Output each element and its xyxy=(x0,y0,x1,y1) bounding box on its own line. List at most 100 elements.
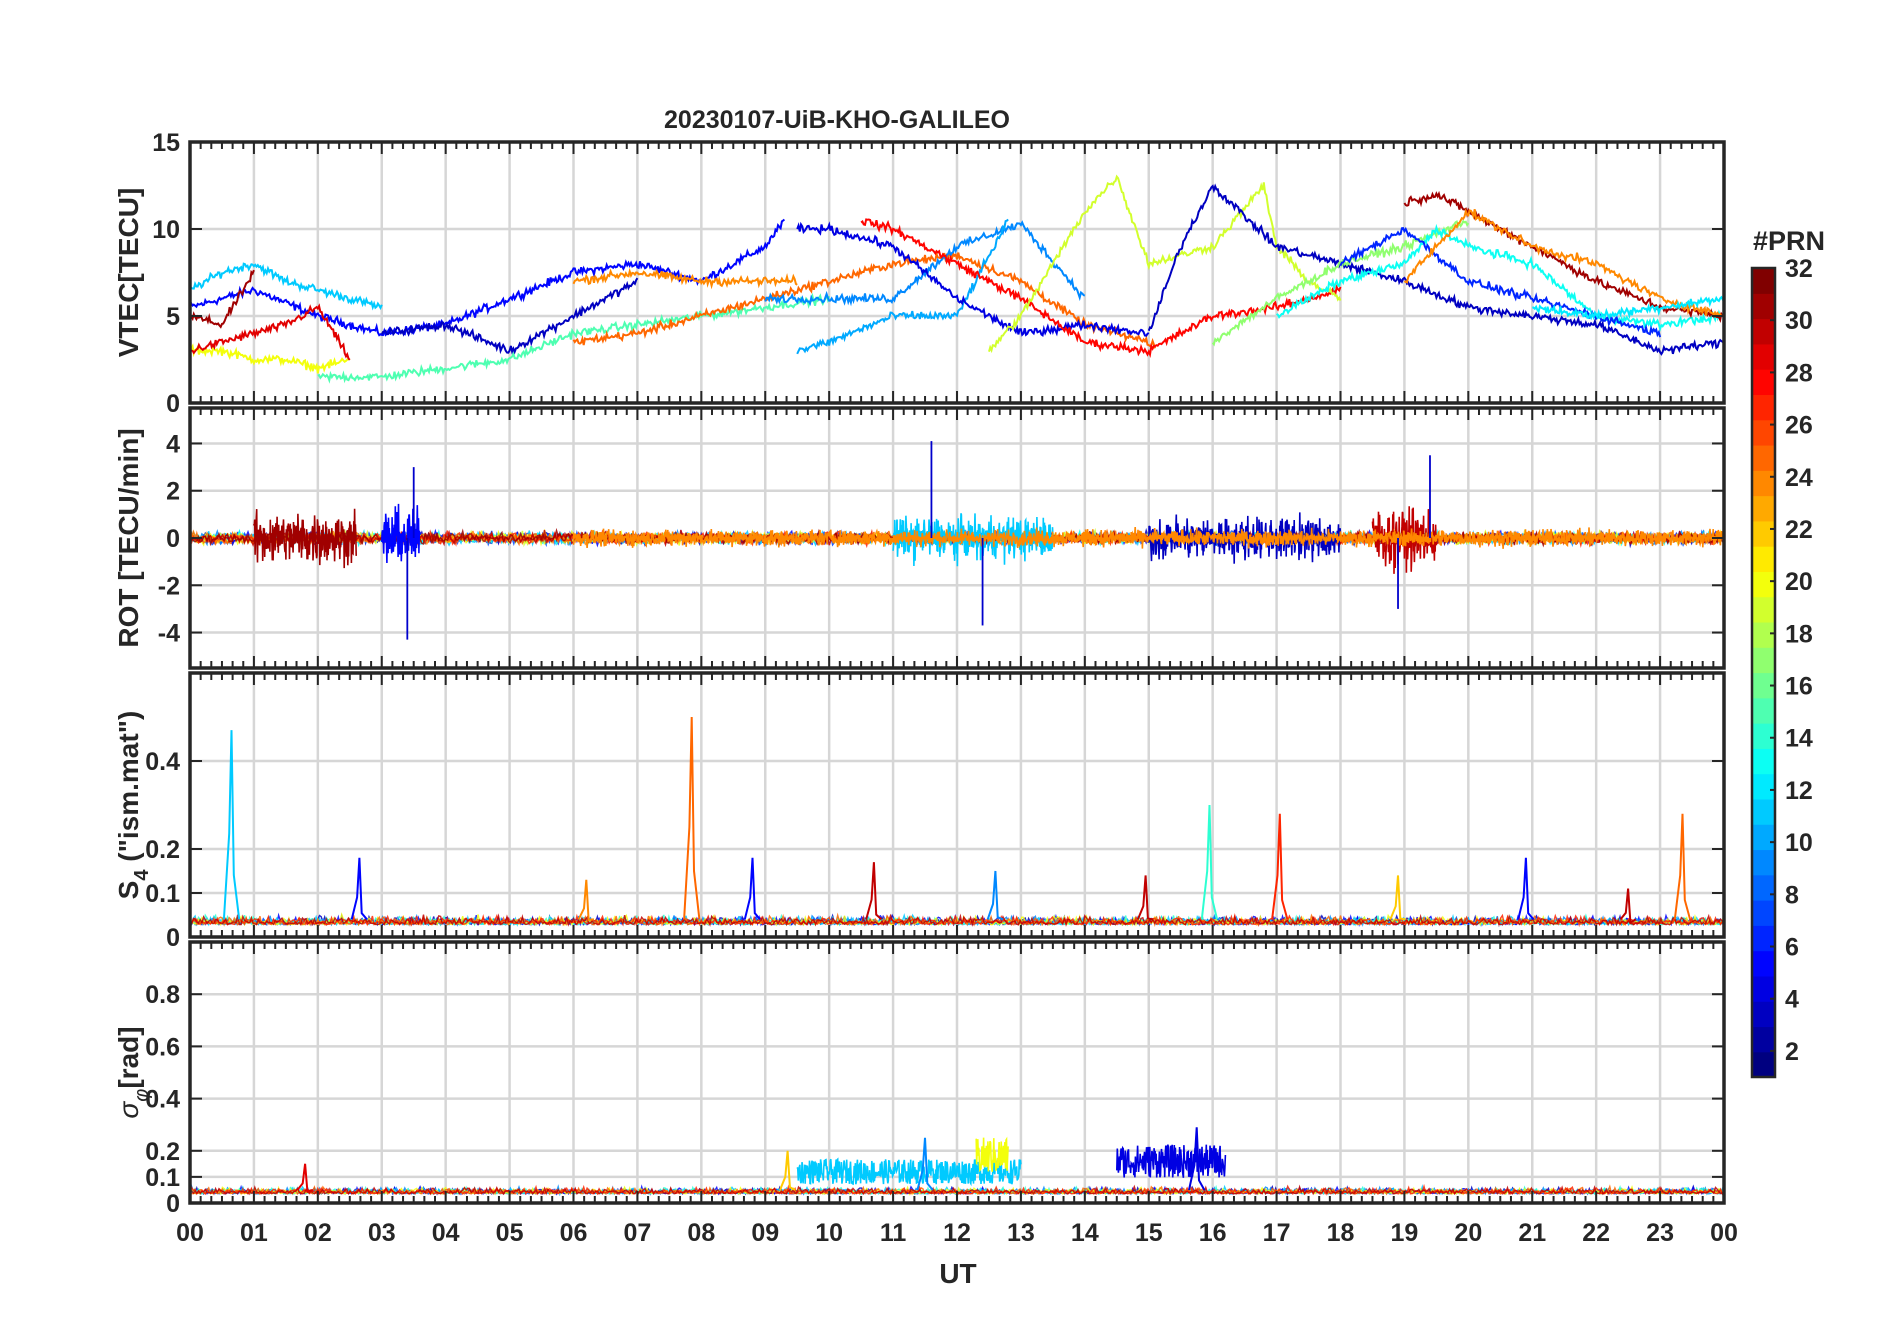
x-tick-label: 21 xyxy=(1518,1219,1546,1247)
vtec-series-prn-29 xyxy=(190,303,351,361)
s4-spike-prn-5 xyxy=(1517,857,1535,921)
colorbar-tick-label: 16 xyxy=(1785,673,1813,701)
y-axis-label-s4: S4 ("ism.mat") xyxy=(113,711,153,900)
vtec-series-prn-13 xyxy=(1276,223,1724,333)
y-tick-label: 0.4 xyxy=(145,748,180,776)
y-axis-label-sigma_phi: σφ[rad] xyxy=(113,1026,153,1118)
colorbar-segment xyxy=(1752,546,1775,572)
ticks-rot xyxy=(189,408,1725,668)
s4-spike-prn-30 xyxy=(1136,875,1154,921)
s4-spike-prn-25 xyxy=(683,716,701,920)
colorbar-tick-label: 6 xyxy=(1785,934,1799,962)
colorbar-tick-label: 20 xyxy=(1785,568,1813,596)
colorbar-segment xyxy=(1752,318,1775,345)
colorbar-segment xyxy=(1752,798,1775,825)
colorbar-segment xyxy=(1752,495,1775,522)
colorbar-title: #PRN xyxy=(1753,226,1825,256)
x-tick-label: 08 xyxy=(687,1219,715,1247)
sigma_phi-active-segment-prn-4 xyxy=(1116,1144,1227,1178)
colorbar-segment xyxy=(1752,596,1775,623)
colorbar-segment xyxy=(1752,343,1775,370)
colorbar-tick-label: 14 xyxy=(1785,725,1813,753)
x-tick-label: 00 xyxy=(176,1219,204,1247)
x-tick-label: 18 xyxy=(1327,1219,1355,1247)
y-tick-label: 0 xyxy=(166,924,180,952)
vtec-series-prn-11 xyxy=(190,262,383,311)
x-tick-labels: 00 01 02 03 04 05 06 07 08 09 10 11 12 13 14 15 16 17 18 19… xyxy=(176,1219,1738,1247)
grid-sigma_phi xyxy=(190,942,1724,1203)
s4-spike-prn-5 xyxy=(350,857,368,921)
x-tick-label: 06 xyxy=(560,1219,588,1247)
colorbar-segment xyxy=(1752,444,1775,471)
s4-spike-prn-30 xyxy=(1619,888,1637,925)
series-s4 xyxy=(190,716,1724,928)
x-tick-label: 10 xyxy=(815,1219,843,1247)
colorbar-tick-label: 26 xyxy=(1785,412,1813,440)
x-tick-label: 03 xyxy=(368,1219,396,1247)
s4-spike-prn-22 xyxy=(1389,875,1406,921)
x-tick-label: 11 xyxy=(880,1219,907,1247)
x-tick-label: 00 xyxy=(1710,1219,1738,1247)
vtec-series-prn-9 xyxy=(764,220,1086,307)
vtec-series-prn-31 xyxy=(1403,190,1724,324)
vtec-series-prn-15 xyxy=(317,291,831,384)
ticks-sigma_phi xyxy=(189,942,1725,1204)
vtec-series-prn-6 xyxy=(1339,226,1662,338)
colorbar-segment xyxy=(1752,672,1775,699)
vtec-series-prn-19 xyxy=(988,174,1342,354)
panel-sigma_phi: 00.10.2 0.4 0.6 0.8 σφ[rad] xyxy=(113,940,1726,1218)
sigma_phi-active-segment-prn-11 xyxy=(796,1157,1022,1187)
colorbar-segment xyxy=(1752,647,1775,674)
x-tick-label: 05 xyxy=(496,1219,524,1247)
x-tick-label: 20 xyxy=(1454,1219,1482,1247)
x-tick-label: 04 xyxy=(432,1219,460,1247)
colorbar-tick-label: 4 xyxy=(1785,986,1799,1014)
y-tick-label: 5 xyxy=(166,303,180,331)
grid-s4 xyxy=(190,673,1724,937)
x-tick-label: 01 xyxy=(240,1219,268,1247)
colorbar-segment xyxy=(1752,419,1775,446)
colorbar-segment xyxy=(1752,621,1775,648)
colorbar-segment xyxy=(1752,369,1775,396)
rot-burst-prn-24 xyxy=(572,527,1724,549)
x-tick-label: 16 xyxy=(1199,1219,1227,1247)
y-tick-label: 0.2 xyxy=(145,1138,180,1166)
s4-spike-prn-25 xyxy=(1673,813,1692,920)
y-tick-label: 0 xyxy=(166,390,180,418)
colorbar-segment xyxy=(1752,697,1775,724)
x-tick-label: 19 xyxy=(1391,1219,1419,1247)
vtec-series-prn-4 xyxy=(796,221,1150,337)
colorbar-segment xyxy=(1752,849,1775,876)
colorbar-segment xyxy=(1752,950,1775,977)
colorbar-segment xyxy=(1752,293,1775,320)
y-tick-label: -2 xyxy=(158,572,180,600)
colorbar-segment xyxy=(1752,520,1775,547)
y-tick-label: 0.8 xyxy=(145,981,180,1009)
colorbar-segment xyxy=(1752,723,1775,749)
vtec-series-prn-3 xyxy=(1147,183,1724,356)
chart-title: 20230107-UiB-KHO-GALILEO xyxy=(664,106,1010,134)
panel-rot: -4 -2 0 2 4 ROT [TECU/min] xyxy=(113,406,1726,670)
y-tick-label: 0.6 xyxy=(145,1033,180,1061)
vtec-series-prn-12 xyxy=(1532,295,1724,321)
sigma_phi-spike-prn-4 xyxy=(1188,1127,1206,1191)
sigma_phi-spike-prn-22 xyxy=(779,1150,796,1191)
x-tick-label: 14 xyxy=(1071,1219,1099,1247)
colorbar-tick-label: 12 xyxy=(1785,777,1813,805)
y-tick-label: 15 xyxy=(152,129,180,157)
y-tick-label: 0.1 xyxy=(145,1164,180,1192)
colorbar-tick-label: 32 xyxy=(1785,255,1813,283)
series-vtec xyxy=(190,174,1724,384)
vtec-series-prn-3 xyxy=(380,277,639,355)
y-tick-label: 0.2 xyxy=(145,836,180,864)
y-tick-label: 0.1 xyxy=(145,880,180,908)
y-tick-label: 2 xyxy=(166,478,180,506)
colorbar-tick-label: 18 xyxy=(1785,620,1813,648)
x-tick-label: 23 xyxy=(1646,1219,1674,1247)
s4-spike-prn-5 xyxy=(743,857,761,921)
y-axis-label-rot: ROT [TECU/min] xyxy=(113,428,144,647)
y-axis-label-vtec: VTEC[TECU] xyxy=(113,188,144,358)
